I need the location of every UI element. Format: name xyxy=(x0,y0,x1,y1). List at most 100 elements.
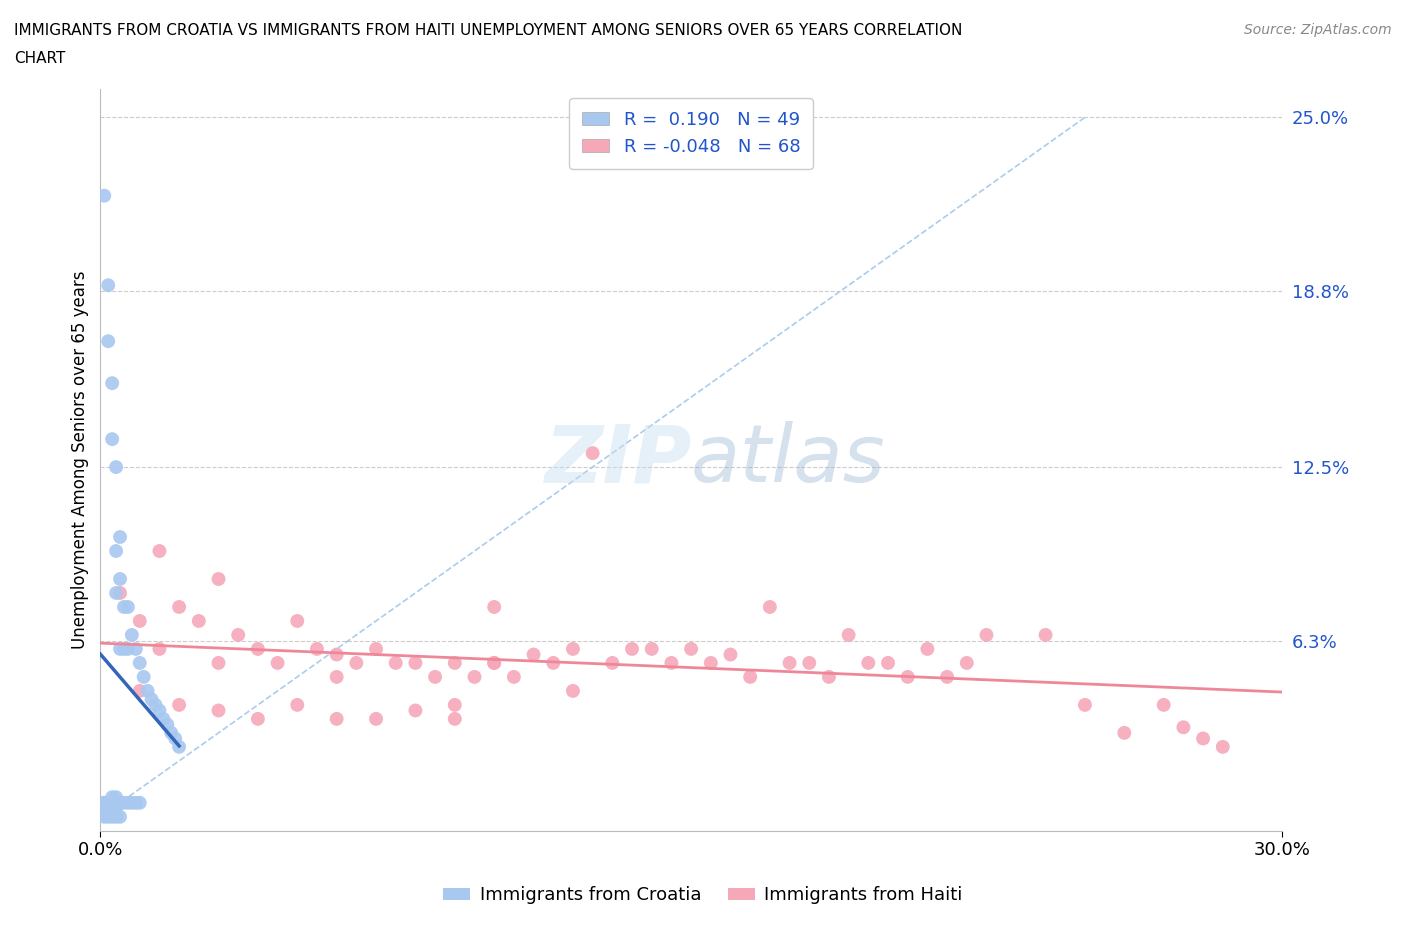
Point xyxy=(141,692,163,707)
Point xyxy=(976,628,998,643)
Point xyxy=(541,656,564,671)
Point xyxy=(165,731,187,746)
Point xyxy=(1192,731,1215,746)
Point xyxy=(207,572,229,587)
Point xyxy=(112,642,135,657)
Point xyxy=(443,656,465,671)
Point xyxy=(285,614,308,629)
Point xyxy=(101,790,124,804)
Point xyxy=(148,543,170,558)
Point xyxy=(641,642,664,657)
Point xyxy=(97,795,120,810)
Point xyxy=(125,642,148,657)
Point xyxy=(482,600,505,615)
Point xyxy=(582,445,605,460)
Point xyxy=(101,801,124,816)
Point xyxy=(482,656,505,671)
Point xyxy=(522,647,544,662)
Point xyxy=(443,711,465,726)
Point xyxy=(720,647,742,662)
Point xyxy=(112,795,135,810)
Point xyxy=(97,809,120,824)
Text: atlas: atlas xyxy=(692,421,886,499)
Point xyxy=(364,711,387,726)
Y-axis label: Unemployment Among Seniors over 65 years: Unemployment Among Seniors over 65 years xyxy=(72,271,89,649)
Point xyxy=(108,809,131,824)
Point xyxy=(1114,725,1136,740)
Point xyxy=(105,586,128,601)
Point xyxy=(325,711,347,726)
Point xyxy=(404,656,426,671)
Point xyxy=(344,656,367,671)
Point xyxy=(93,809,115,824)
Legend: Immigrants from Croatia, Immigrants from Haiti: Immigrants from Croatia, Immigrants from… xyxy=(436,879,970,911)
Point xyxy=(105,801,128,816)
Point xyxy=(325,647,347,662)
Point xyxy=(128,795,150,810)
Point xyxy=(897,670,920,684)
Text: CHART: CHART xyxy=(14,51,66,66)
Point xyxy=(105,809,128,824)
Point xyxy=(167,698,190,712)
Point xyxy=(1035,628,1057,643)
Point xyxy=(108,572,131,587)
Text: Source: ZipAtlas.com: Source: ZipAtlas.com xyxy=(1244,23,1392,37)
Point xyxy=(148,642,170,657)
Point xyxy=(112,600,135,615)
Point xyxy=(917,642,939,657)
Point xyxy=(325,670,347,684)
Point xyxy=(838,628,860,643)
Point xyxy=(482,656,505,671)
Point xyxy=(502,670,524,684)
Point xyxy=(108,529,131,544)
Point xyxy=(246,642,269,657)
Point xyxy=(97,278,120,293)
Point xyxy=(121,628,143,643)
Point xyxy=(364,642,387,657)
Point xyxy=(93,795,115,810)
Point xyxy=(285,698,308,712)
Point xyxy=(266,656,288,671)
Legend: R =  0.190   N = 49, R = -0.048   N = 68: R = 0.190 N = 49, R = -0.048 N = 68 xyxy=(569,99,813,168)
Point xyxy=(877,656,900,671)
Point xyxy=(207,656,229,671)
Point xyxy=(101,376,124,391)
Point xyxy=(101,795,124,810)
Point xyxy=(121,795,143,810)
Point xyxy=(956,656,979,671)
Point xyxy=(167,739,190,754)
Point xyxy=(97,804,120,818)
Text: IMMIGRANTS FROM CROATIA VS IMMIGRANTS FROM HAITI UNEMPLOYMENT AMONG SENIORS OVER: IMMIGRANTS FROM CROATIA VS IMMIGRANTS FR… xyxy=(14,23,963,38)
Point xyxy=(108,642,131,657)
Point xyxy=(128,684,150,698)
Point xyxy=(152,711,174,726)
Point xyxy=(799,656,821,671)
Point xyxy=(101,809,124,824)
Point xyxy=(305,642,328,657)
Point xyxy=(117,795,139,810)
Point xyxy=(187,614,209,629)
Point xyxy=(562,684,585,698)
Point xyxy=(117,642,139,657)
Point xyxy=(105,790,128,804)
Point xyxy=(97,334,120,349)
Point xyxy=(105,459,128,474)
Point xyxy=(125,795,148,810)
Point xyxy=(117,600,139,615)
Point xyxy=(108,586,131,601)
Point xyxy=(93,801,115,816)
Point xyxy=(207,703,229,718)
Point xyxy=(136,684,159,698)
Point xyxy=(936,670,959,684)
Point xyxy=(562,642,585,657)
Point xyxy=(602,656,624,671)
Point xyxy=(128,656,150,671)
Point xyxy=(93,188,115,203)
Point xyxy=(818,670,841,684)
Point xyxy=(443,698,465,712)
Point xyxy=(148,703,170,718)
Point xyxy=(1212,739,1234,754)
Point xyxy=(700,656,723,671)
Point xyxy=(156,717,179,732)
Point xyxy=(621,642,644,657)
